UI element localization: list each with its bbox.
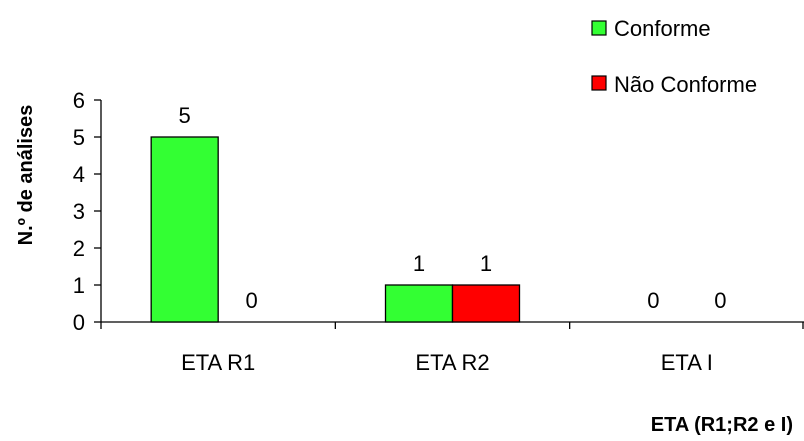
plot-area: 0 1 2 3 4 5 6 ETA R1 ETA R2 ETA I 5 0 1 1 0 0 bbox=[73, 88, 804, 375]
data-label: 0 bbox=[246, 288, 258, 313]
y-tick-label: 4 bbox=[73, 162, 85, 187]
y-tick-label: 6 bbox=[73, 88, 85, 113]
bar bbox=[150, 136, 219, 323]
bar bbox=[384, 284, 454, 323]
y-tick-label: 0 bbox=[73, 310, 85, 335]
x-tick-label: ETA R1 bbox=[181, 350, 255, 375]
data-label: 0 bbox=[714, 288, 726, 313]
x-tick-label: ETA I bbox=[661, 350, 713, 375]
data-label: 1 bbox=[413, 251, 425, 276]
data-label: 1 bbox=[480, 251, 492, 276]
data-label: 5 bbox=[179, 103, 191, 128]
legend-label-conforme: Conforme bbox=[614, 16, 711, 41]
data-label: 0 bbox=[647, 288, 659, 313]
x-axis-title: ETA (R1;R2 e I) bbox=[651, 414, 793, 436]
legend-label-nao-conforme: Não Conforme bbox=[614, 72, 757, 97]
legend: Conforme Não Conforme bbox=[591, 16, 757, 97]
x-tick-label: ETA R2 bbox=[415, 350, 489, 375]
legend-swatch-conforme bbox=[591, 20, 607, 36]
legend-swatch-nao-conforme bbox=[591, 75, 607, 91]
y-tick-label: 5 bbox=[73, 125, 85, 150]
bar bbox=[451, 284, 521, 323]
y-axis-title: N.º de análises bbox=[15, 105, 37, 246]
y-tick-label: 3 bbox=[73, 199, 85, 224]
y-tick-label: 1 bbox=[73, 273, 85, 298]
y-tick-label: 2 bbox=[73, 236, 85, 261]
